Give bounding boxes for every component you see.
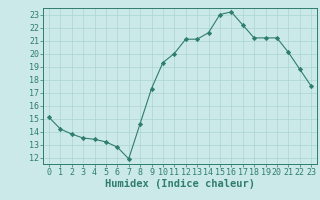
X-axis label: Humidex (Indice chaleur): Humidex (Indice chaleur) xyxy=(105,179,255,189)
